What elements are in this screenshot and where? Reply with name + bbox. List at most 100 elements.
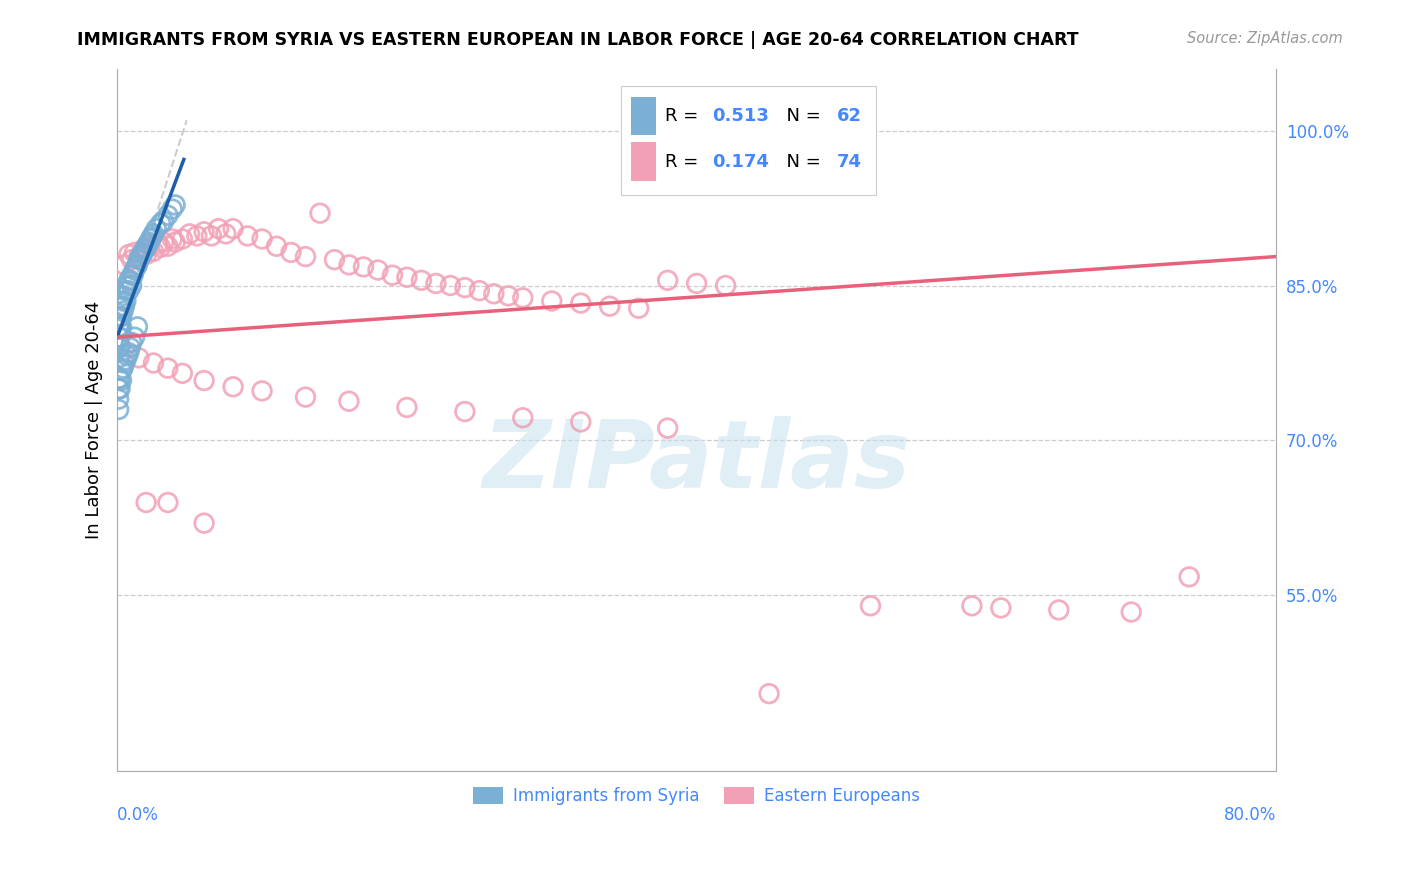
Point xyxy=(135,495,157,509)
Point xyxy=(139,232,162,246)
Point xyxy=(149,240,172,254)
Point xyxy=(294,390,316,404)
Point xyxy=(250,232,273,246)
Point xyxy=(337,394,360,409)
Point xyxy=(599,299,621,313)
Point xyxy=(118,273,141,287)
Point xyxy=(142,356,165,370)
Point xyxy=(132,243,155,257)
Point xyxy=(146,237,169,252)
Point xyxy=(111,293,134,308)
Point xyxy=(115,293,138,308)
Point xyxy=(309,206,332,220)
Text: N =: N = xyxy=(776,107,827,125)
Point xyxy=(107,330,129,344)
Point xyxy=(118,247,141,261)
Point xyxy=(114,356,136,370)
Point xyxy=(110,363,132,377)
Point xyxy=(118,284,141,298)
Text: 62: 62 xyxy=(837,107,862,125)
Point xyxy=(152,214,174,228)
Point xyxy=(127,258,149,272)
Point xyxy=(266,239,288,253)
Point xyxy=(236,228,259,243)
Point xyxy=(156,239,179,253)
Point xyxy=(127,319,149,334)
Point xyxy=(135,240,157,254)
Point xyxy=(468,284,491,298)
Point xyxy=(250,384,273,398)
Point xyxy=(107,341,129,355)
Point xyxy=(115,284,138,298)
Point xyxy=(454,280,477,294)
Point xyxy=(193,374,215,388)
Point xyxy=(142,244,165,259)
Point xyxy=(222,380,245,394)
Y-axis label: In Labor Force | Age 20-64: In Labor Force | Age 20-64 xyxy=(86,301,103,539)
Text: R =: R = xyxy=(665,153,704,170)
Point xyxy=(411,273,433,287)
Text: Source: ZipAtlas.com: Source: ZipAtlas.com xyxy=(1187,31,1343,46)
Point xyxy=(107,351,129,365)
Point xyxy=(138,235,160,249)
Point xyxy=(118,345,141,359)
Point xyxy=(108,382,131,396)
Point xyxy=(138,239,160,253)
Point xyxy=(193,516,215,530)
Point xyxy=(108,330,131,344)
Point xyxy=(128,250,150,264)
Point xyxy=(353,260,375,274)
Point xyxy=(136,237,159,252)
Point xyxy=(134,243,156,257)
Point xyxy=(156,208,179,222)
Point xyxy=(121,278,143,293)
Point xyxy=(111,361,134,376)
Point xyxy=(108,319,131,334)
Point xyxy=(960,599,983,613)
Point xyxy=(482,286,505,301)
Point xyxy=(107,310,129,324)
Point xyxy=(498,289,520,303)
Point xyxy=(117,278,139,293)
Point xyxy=(657,421,679,435)
Point xyxy=(110,319,132,334)
Point xyxy=(110,299,132,313)
Point xyxy=(165,198,187,212)
Point xyxy=(108,341,131,355)
FancyBboxPatch shape xyxy=(630,96,657,136)
Point xyxy=(540,293,562,308)
Point xyxy=(294,250,316,264)
Point xyxy=(114,258,136,272)
Text: ZIPatlas: ZIPatlas xyxy=(482,416,911,508)
Point xyxy=(323,252,346,267)
Text: 0.174: 0.174 xyxy=(711,153,769,170)
Legend: Immigrants from Syria, Eastern Europeans: Immigrants from Syria, Eastern Europeans xyxy=(467,780,927,812)
Point xyxy=(512,410,534,425)
Point xyxy=(114,299,136,313)
Point xyxy=(714,278,737,293)
Point xyxy=(337,258,360,272)
Point xyxy=(569,415,592,429)
Point xyxy=(128,351,150,365)
Point xyxy=(280,245,302,260)
Point xyxy=(627,301,650,316)
Point xyxy=(117,349,139,363)
Point xyxy=(120,341,142,355)
Point xyxy=(124,263,146,277)
Text: 0.0%: 0.0% xyxy=(117,806,159,824)
Point xyxy=(131,247,153,261)
Point xyxy=(114,289,136,303)
Point xyxy=(512,291,534,305)
Point xyxy=(395,270,418,285)
Point xyxy=(128,252,150,267)
Point xyxy=(657,273,679,287)
Text: IMMIGRANTS FROM SYRIA VS EASTERN EUROPEAN IN LABOR FORCE | AGE 20-64 CORRELATION: IMMIGRANTS FROM SYRIA VS EASTERN EUROPEA… xyxy=(77,31,1078,49)
Point xyxy=(162,202,184,216)
Point xyxy=(156,361,179,376)
Point xyxy=(121,252,143,267)
Point xyxy=(152,235,174,249)
Text: N =: N = xyxy=(776,153,827,170)
Point xyxy=(439,278,461,293)
Point xyxy=(120,273,142,287)
Point xyxy=(859,599,882,613)
